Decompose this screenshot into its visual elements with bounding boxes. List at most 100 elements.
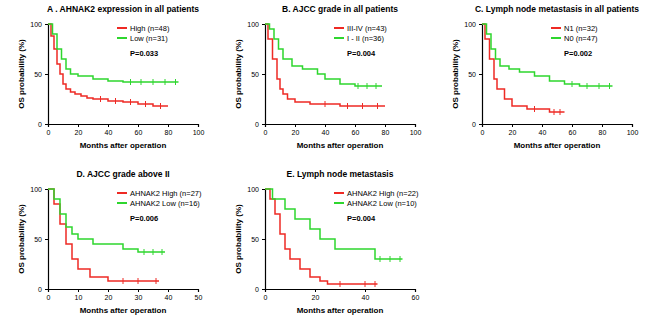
x-tick-label: 0 [264,294,268,301]
y-tick: 0 [38,286,48,293]
censor-mark [153,79,154,85]
y-tick: 50 [251,236,265,243]
censor-mark [560,109,561,115]
legend-label: Low (n=31) [130,34,168,43]
legend-label: High (n=48) [130,24,170,33]
x-tick-mark [138,124,139,127]
x-tick-mark [415,124,416,127]
y-axis: 0 50 100 [247,21,265,128]
x-tick: 30 [135,289,143,301]
x-tick-label: 20 [509,129,517,136]
x-axis-title: Months after operation [80,306,167,315]
censor-mark [534,106,535,112]
censor-mark [340,281,341,287]
x-tick: 60 [352,124,360,136]
y-tick: 100 [30,186,48,193]
y-tick-label: 0 [472,121,476,128]
x-tick: 40 [105,124,113,136]
y-tick-mark [262,239,265,240]
panel: D. AJCC grade above II01020304050050100M… [17,169,202,315]
legend-swatch [551,37,561,39]
title: D. AJCC grade above II [76,169,169,179]
x-axis: 0204060 [264,289,420,301]
legend-swatch [551,27,561,29]
censor-mark [156,278,157,284]
y-tick-label: 50 [34,236,42,243]
x-tick-label: 0 [481,129,485,136]
x-tick-mark [602,124,603,127]
censor-mark [162,249,163,255]
y-tick-mark [45,124,48,125]
x-tick-label: 50 [195,294,203,301]
y-axis: 0 50 100 [30,186,48,293]
censor-mark [376,83,377,89]
y-tick-label: 0 [255,121,259,128]
p-value: P=0.004 [347,49,376,58]
title: A . AHNAK2 expression in all patients [47,4,199,14]
y-tick: 100 [247,21,265,28]
x-tick-label: 80 [382,129,390,136]
y-tick-mark [45,24,48,25]
x-tick: 40 [362,289,370,301]
figure: A . AHNAK2 expression in all patients 0 20… [0,0,650,330]
censor-mark [362,103,363,109]
y-axis: 050100 [30,21,48,128]
legend-swatch [334,27,344,29]
x-tick-mark [315,289,316,292]
p-value: P=0.004 [347,214,376,223]
y-tick-label: 0 [38,121,42,128]
y-tick-label: 50 [34,71,42,78]
y-axis-title: OS probability (%) [234,39,243,109]
panel: A . AHNAK2 expression in all patients 0 20… [17,4,204,150]
x-tick: 20 [75,124,83,136]
y-tick-mark [45,289,48,290]
y-tick: 100 [247,186,265,193]
x-tick-mark [295,124,296,127]
x-tick-label: 80 [165,129,173,136]
x-tick-label: 60 [569,129,577,136]
censor-mark [165,79,166,85]
censor-mark [390,256,391,262]
y-axis: 050100 [247,186,265,293]
x-tick-label: 0 [47,294,51,301]
x-tick: 20 [509,124,517,136]
y-axis-title: OS probability (%) [451,39,460,109]
x-tick-label: 40 [362,294,370,301]
y-axis-line [479,25,483,125]
legend: N1 (n=32)N0 (n=47) [551,24,598,43]
x-tick: 0 [47,124,51,136]
y-axis: 050100 [464,21,482,128]
x-tick: 20 [312,289,320,301]
x-tick: 40 [165,289,173,301]
legend: High (n=48)Low (n=31) [117,24,170,43]
x-tick: 40 [322,124,330,136]
p-value: P=0.033 [130,49,158,58]
legend-swatch [117,192,127,194]
x-axis: 020406080100 [481,124,639,136]
x-axis-title: Months after operation [297,306,384,315]
legend: AHNAK2 High (n=22)AHNAK2 Low (n=10) [334,189,419,208]
title: B. AJCC grade in all patients [282,4,398,14]
x-tick-mark [108,289,109,292]
x-tick-label: 100 [193,129,205,136]
x-tick-mark [198,289,199,292]
legend-swatch [117,27,127,29]
x-tick: 0 [264,289,268,301]
x-tick: 40 [539,124,547,136]
censor-mark [138,278,139,284]
y-axis-line [45,25,49,125]
y-tick-label: 50 [251,71,259,78]
legend-label: AHNAK2 Low (n=10) [347,199,417,208]
x-tick-label: 30 [135,294,143,301]
plot-area [482,24,613,115]
censor-mark [587,83,588,89]
x-axis-title: Months after operation [514,141,601,150]
x-axis-line [266,125,416,128]
p-value: P=0.002 [564,49,592,58]
legend: III-IV (n=43)I - II (n=36) [334,24,387,43]
y-tick-label: 100 [464,21,476,28]
y-tick: 50 [34,71,48,78]
censor-mark [130,99,131,105]
legend-label: N0 (n=47) [564,34,598,43]
x-tick: 0 [264,124,268,136]
